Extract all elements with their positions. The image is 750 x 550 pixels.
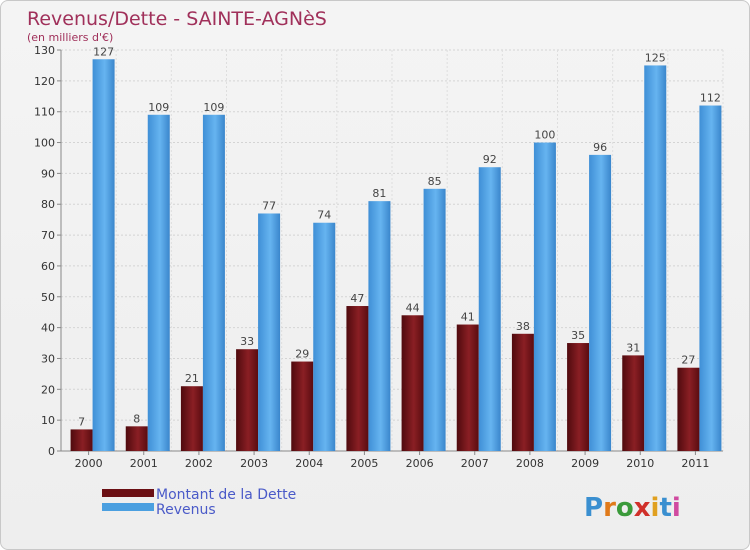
x-tick-label: 2000 [75,457,103,470]
x-tick-label: 2009 [571,457,599,470]
y-tick-label: 20 [41,383,55,396]
bar-revenus-2008 [533,142,556,452]
bar-revenus-2003 [258,213,281,451]
legend-swatch-dette [102,489,154,497]
y-tick-label: 0 [48,445,55,458]
bar-dette-2008 [511,333,534,451]
grid-layer [60,49,724,452]
bar-dette-2011 [677,367,700,451]
bar-dette-2002 [180,386,203,451]
bar-revenus-2011 [699,105,722,452]
bar-revenus-2001 [147,114,170,452]
bar-revenus-2002 [202,114,225,452]
legend-swatch-revenus [102,503,154,511]
data-label-revenus-2011: 112 [700,92,721,105]
chart-subtitle: (en milliers d'€) [27,31,113,44]
bar-dette-2001 [125,426,148,451]
bar-dette-2006 [401,315,424,451]
bar-revenus-2007 [478,167,501,451]
y-tick-label: 10 [41,414,55,427]
x-tick-label: 2008 [516,457,544,470]
brand-logo: Proxiti [584,493,681,523]
data-label-dette-2002: 21 [185,372,199,385]
data-label-revenus-2004: 74 [317,209,331,222]
data-label-revenus-2002: 109 [203,101,224,114]
bars-layer [70,59,722,452]
bar-revenus-2009 [589,154,612,451]
legend-label-dette: Montant de la Dette [156,487,296,503]
y-tick-label: 120 [34,75,55,88]
bar-revenus-2005 [368,201,391,451]
x-tick-label: 2005 [350,457,378,470]
data-label-revenus-2006: 85 [428,175,442,188]
data-label-revenus-2008: 100 [534,129,555,142]
data-label-dette-2011: 27 [681,354,695,367]
data-label-dette-2000: 7 [78,415,85,428]
data-label-dette-2009: 35 [571,329,585,342]
data-label-revenus-2001: 109 [148,101,169,114]
data-label-dette-2007: 41 [461,311,475,324]
data-label-dette-2005: 47 [350,292,364,305]
chart-title: Revenus/Dette - SAINTE-AGNèS [27,8,327,30]
data-label-revenus-2005: 81 [372,187,386,200]
x-tick-label: 2002 [185,457,213,470]
bar-dette-2003 [236,349,259,451]
x-tick-label: 2001 [130,457,158,470]
labels-layer: 7 127 8 109 21 109 33 77 29 74 47 81 44 85 41 92 38 100 35… [78,45,721,428]
data-label-revenus-2003: 77 [262,199,276,212]
x-tick-label: 2007 [461,457,489,470]
y-tick-label: 60 [41,260,55,273]
y-tick-label: 110 [34,106,55,119]
y-tick-label: 130 [34,44,55,57]
x-tick-label: 2003 [240,457,268,470]
y-tick-label: 80 [41,198,55,211]
y-tick-label: 50 [41,291,55,304]
axis-layer: 0 10 20 30 40 50 60 70 80 90 100 110 120 130 2000 2001 2… [34,44,723,470]
y-tick-label: 30 [41,352,55,365]
x-tick-label: 2006 [406,457,434,470]
data-label-revenus-2000: 127 [93,45,114,58]
y-tick-label: 40 [41,322,55,335]
bar-dette-2005 [346,306,369,451]
x-tick-label: 2011 [681,457,709,470]
bar-revenus-2010 [644,65,667,451]
bar-revenus-2006 [423,188,446,452]
data-label-dette-2006: 44 [406,301,420,314]
data-label-dette-2008: 38 [516,320,530,333]
bar-revenus-2000 [92,59,115,451]
bar-dette-2007 [456,324,479,451]
legend: Montant de la Dette Revenus [102,487,296,518]
data-label-dette-2001: 8 [133,412,140,425]
y-tick-label: 70 [41,229,55,242]
legend-label-revenus: Revenus [156,502,216,518]
bar-dette-2000 [70,429,93,451]
data-label-revenus-2009: 96 [593,141,607,154]
bar-dette-2004 [291,361,314,451]
data-label-dette-2003: 33 [240,335,254,348]
data-label-revenus-2007: 92 [483,153,497,166]
data-label-revenus-2010: 125 [645,51,666,64]
y-tick-label: 90 [41,167,55,180]
y-tick-label: 100 [34,137,55,150]
bar-dette-2009 [567,343,590,451]
x-tick-label: 2010 [626,457,654,470]
bar-dette-2010 [622,355,645,451]
bar-revenus-2004 [313,222,336,451]
x-tick-label: 2004 [295,457,323,470]
data-label-dette-2004: 29 [295,348,309,361]
data-label-dette-2010: 31 [626,341,640,354]
